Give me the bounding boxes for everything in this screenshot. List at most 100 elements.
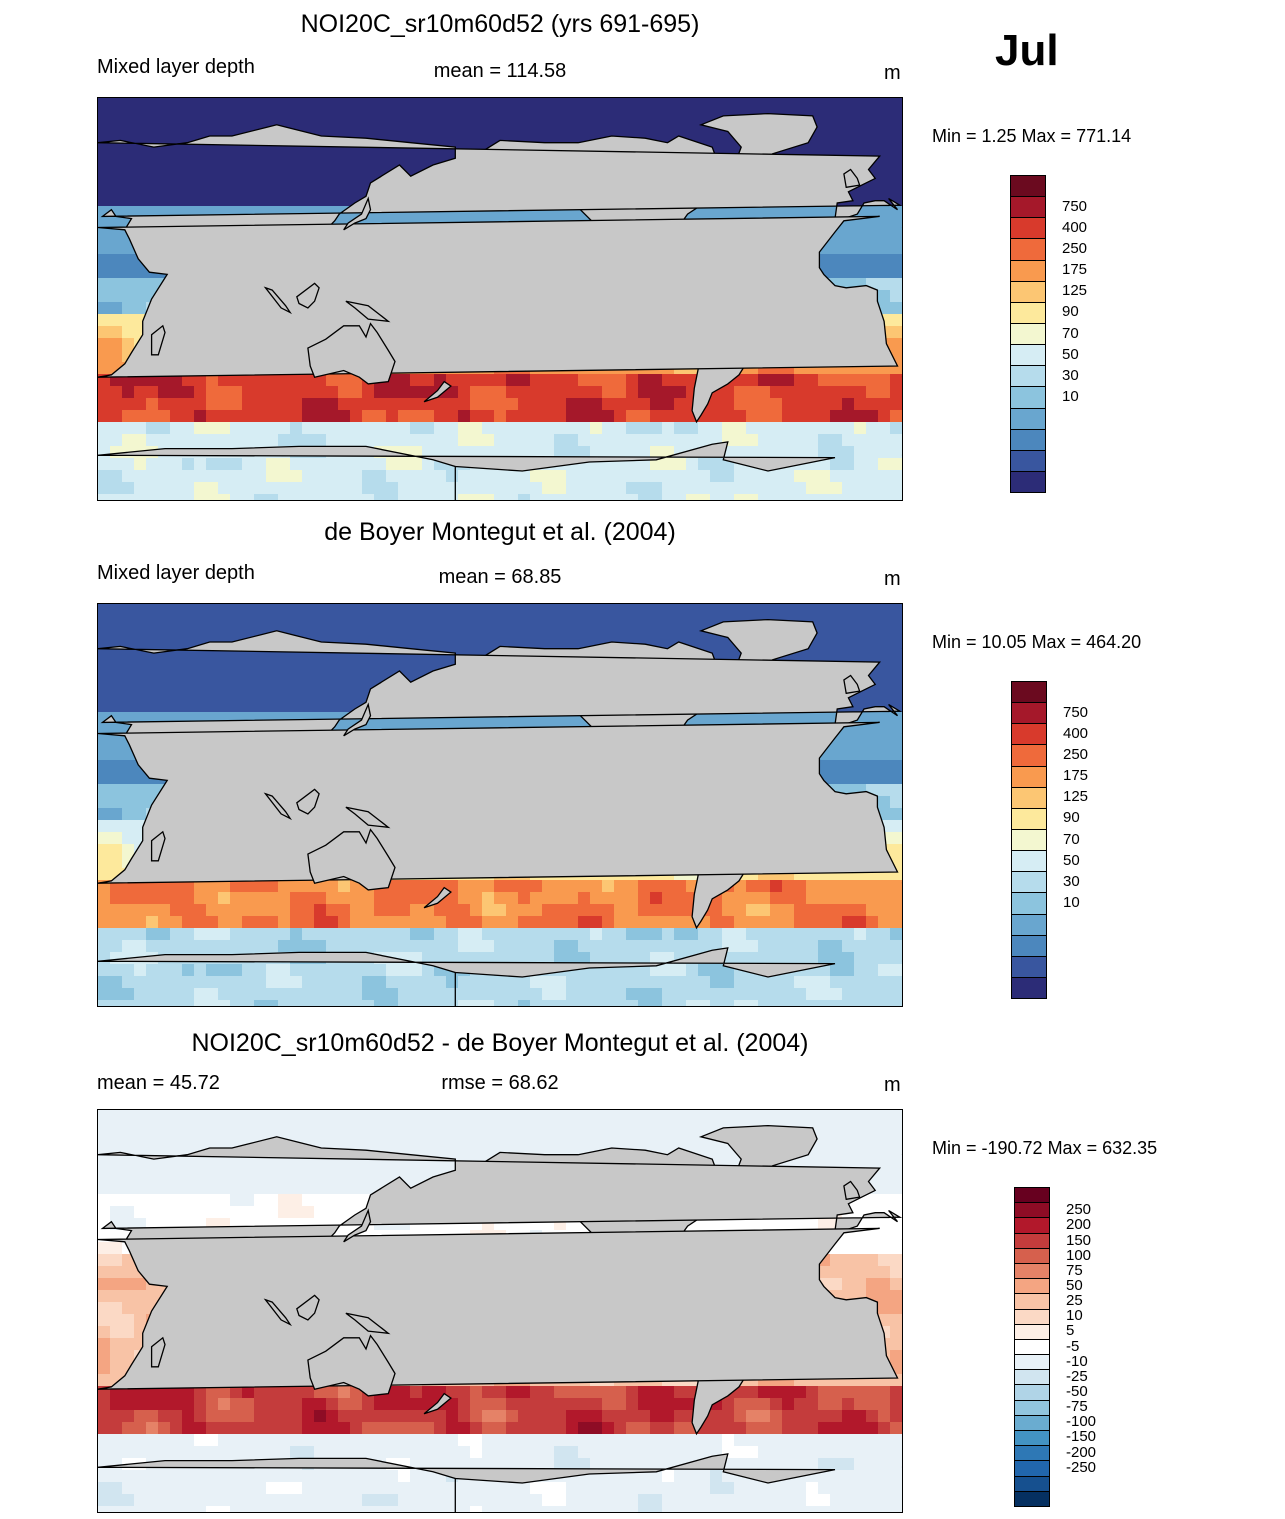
colorbar-tick-label: -150 bbox=[1066, 1428, 1097, 1446]
colorbar-tick-label: 30 bbox=[1063, 872, 1080, 890]
colorbar-tick-label: 10 bbox=[1062, 387, 1079, 405]
colorbar-swatch bbox=[1012, 744, 1046, 766]
month-label: Jul bbox=[995, 26, 1059, 75]
colorbar-swatch bbox=[1011, 301, 1045, 323]
colorbar-swatch bbox=[1011, 428, 1045, 450]
colorbar-swatch bbox=[1015, 1262, 1049, 1279]
colorbar-tick-label: -75 bbox=[1066, 1398, 1088, 1416]
colorbar-swatch bbox=[1011, 322, 1045, 345]
colorbar-swatch bbox=[1012, 765, 1046, 787]
colorbar-swatch bbox=[1012, 871, 1046, 893]
colorbar-swatch bbox=[1011, 470, 1045, 493]
colorbar-tick-label: 400 bbox=[1063, 725, 1089, 743]
colorbar-swatch bbox=[1012, 807, 1046, 829]
panel-1-title: NOI20C_sr10m60d52 (yrs 691-695) bbox=[300, 10, 700, 38]
colorbar-tick-label: 175 bbox=[1063, 767, 1089, 785]
colorbar-swatch bbox=[1011, 176, 1045, 197]
colorbar-tick-label: -100 bbox=[1066, 1413, 1097, 1431]
colorbar-swatch bbox=[1015, 1278, 1049, 1294]
panel-3-colorbar bbox=[1014, 1187, 1050, 1507]
colorbar-swatch bbox=[1012, 828, 1046, 851]
colorbar-tick-label: 75 bbox=[1066, 1261, 1083, 1279]
colorbar-tick-label: 750 bbox=[1063, 704, 1089, 722]
colorbar-swatch bbox=[1015, 1338, 1049, 1355]
colorbar-tick-label: 250 bbox=[1063, 746, 1089, 764]
panel-1-map bbox=[97, 97, 903, 501]
colorbar-swatch bbox=[1015, 1247, 1049, 1263]
colorbar-swatch bbox=[1015, 1445, 1049, 1461]
colorbar-tick-label: 175 bbox=[1062, 261, 1088, 279]
panel-1-variable-label: Mixed layer depth bbox=[97, 56, 255, 78]
colorbar-tick-label: 400 bbox=[1062, 219, 1088, 237]
colorbar-swatch bbox=[1011, 217, 1045, 239]
colorbar-tick-label: -5 bbox=[1066, 1337, 1080, 1355]
panel-1-colorbar-labels: 750 400 250 175 125 90 70 50 30 10 bbox=[1062, 175, 1122, 491]
colorbar-swatch bbox=[1015, 1399, 1049, 1415]
panel-3-mean-label: mean = 45.72 bbox=[97, 1072, 220, 1094]
panel-2-mean-label: mean = 68.85 bbox=[438, 566, 562, 588]
colorbar-swatch bbox=[1015, 1188, 1049, 1203]
panel-2-title: de Boyer Montegut et al. (2004) bbox=[324, 518, 676, 546]
colorbar-swatch bbox=[1015, 1293, 1049, 1309]
colorbar-tick-label: 250 bbox=[1066, 1201, 1092, 1219]
colorbar-swatch bbox=[1011, 407, 1045, 429]
panel-2-map-svg bbox=[98, 604, 902, 1006]
panel-3-minmax: Min = -190.72 Max = 632.35 bbox=[932, 1138, 1158, 1158]
colorbar-swatch bbox=[1012, 934, 1046, 956]
colorbar-swatch bbox=[1012, 702, 1046, 724]
colorbar-swatch bbox=[1011, 365, 1045, 387]
colorbar-tick-label: 50 bbox=[1063, 851, 1080, 869]
colorbar-tick-label: 50 bbox=[1062, 345, 1079, 363]
colorbar-tick-label: 10 bbox=[1063, 893, 1080, 911]
colorbar-tick-label: -10 bbox=[1066, 1352, 1088, 1370]
panel-3-map-svg bbox=[98, 1110, 902, 1512]
panel-3-title: NOI20C_sr10m60d52 - de Boyer Montegut et… bbox=[191, 1029, 809, 1057]
colorbar-tick-label: 70 bbox=[1063, 830, 1080, 848]
colorbar-swatch bbox=[1011, 238, 1045, 260]
colorbar-swatch bbox=[1012, 913, 1046, 935]
colorbar-tick-label: 250 bbox=[1062, 240, 1088, 258]
land-mask bbox=[98, 618, 902, 1006]
colorbar-swatch bbox=[1015, 1475, 1049, 1491]
colorbar-tick-label: -50 bbox=[1066, 1382, 1088, 1400]
colorbar-tick-label: 125 bbox=[1062, 282, 1088, 300]
panel-3-rmse-label: rmse = 68.62 bbox=[441, 1072, 559, 1094]
colorbar-tick-label: 125 bbox=[1063, 788, 1089, 806]
colorbar-tick-label: 750 bbox=[1062, 198, 1088, 216]
colorbar-swatch bbox=[1011, 196, 1045, 218]
colorbar-swatch bbox=[1012, 682, 1046, 703]
colorbar-swatch bbox=[1015, 1490, 1049, 1506]
colorbar-swatch bbox=[1012, 850, 1046, 872]
colorbar-swatch bbox=[1015, 1354, 1049, 1370]
panel-2-units: m bbox=[884, 568, 901, 590]
colorbar-swatch bbox=[1015, 1430, 1049, 1446]
colorbar-swatch bbox=[1011, 449, 1045, 471]
colorbar-tick-label: 10 bbox=[1066, 1307, 1083, 1325]
colorbar-swatch bbox=[1015, 1202, 1049, 1218]
panel-2-variable-label: Mixed layer depth bbox=[97, 562, 255, 584]
colorbar-tick-label: 200 bbox=[1066, 1216, 1092, 1234]
colorbar-swatch bbox=[1015, 1232, 1049, 1248]
colorbar-swatch bbox=[1011, 259, 1045, 281]
panel-2-minmax: Min = 10.05 Max = 464.20 bbox=[932, 632, 1142, 652]
colorbar-swatch bbox=[1015, 1308, 1049, 1324]
colorbar-swatch bbox=[1011, 386, 1045, 408]
colorbar-tick-label: -250 bbox=[1066, 1458, 1097, 1476]
panel-1-map-svg bbox=[98, 98, 902, 500]
colorbar-swatch bbox=[1012, 723, 1046, 745]
colorbar-swatch bbox=[1015, 1414, 1049, 1430]
panel-3-units: m bbox=[884, 1074, 901, 1096]
colorbar-swatch bbox=[1015, 1323, 1049, 1339]
colorbar-swatch bbox=[1012, 892, 1046, 914]
colorbar-swatch bbox=[1015, 1384, 1049, 1400]
colorbar-swatch bbox=[1015, 1217, 1049, 1233]
colorbar-tick-label: -200 bbox=[1066, 1443, 1097, 1461]
colorbar-swatch bbox=[1012, 786, 1046, 808]
colorbar-tick-label: 50 bbox=[1066, 1276, 1083, 1294]
colorbar-tick-label: 30 bbox=[1062, 366, 1079, 384]
colorbar-swatch bbox=[1012, 955, 1046, 977]
panel-3-colorbar-labels: 250 200 150 100 75 50 25 10 5 -5 -10 -25 -50 -75 -100-… bbox=[1066, 1187, 1126, 1505]
panel-2-colorbar bbox=[1011, 681, 1047, 999]
land-mask bbox=[98, 112, 902, 500]
colorbar-tick-label: 90 bbox=[1062, 303, 1079, 321]
